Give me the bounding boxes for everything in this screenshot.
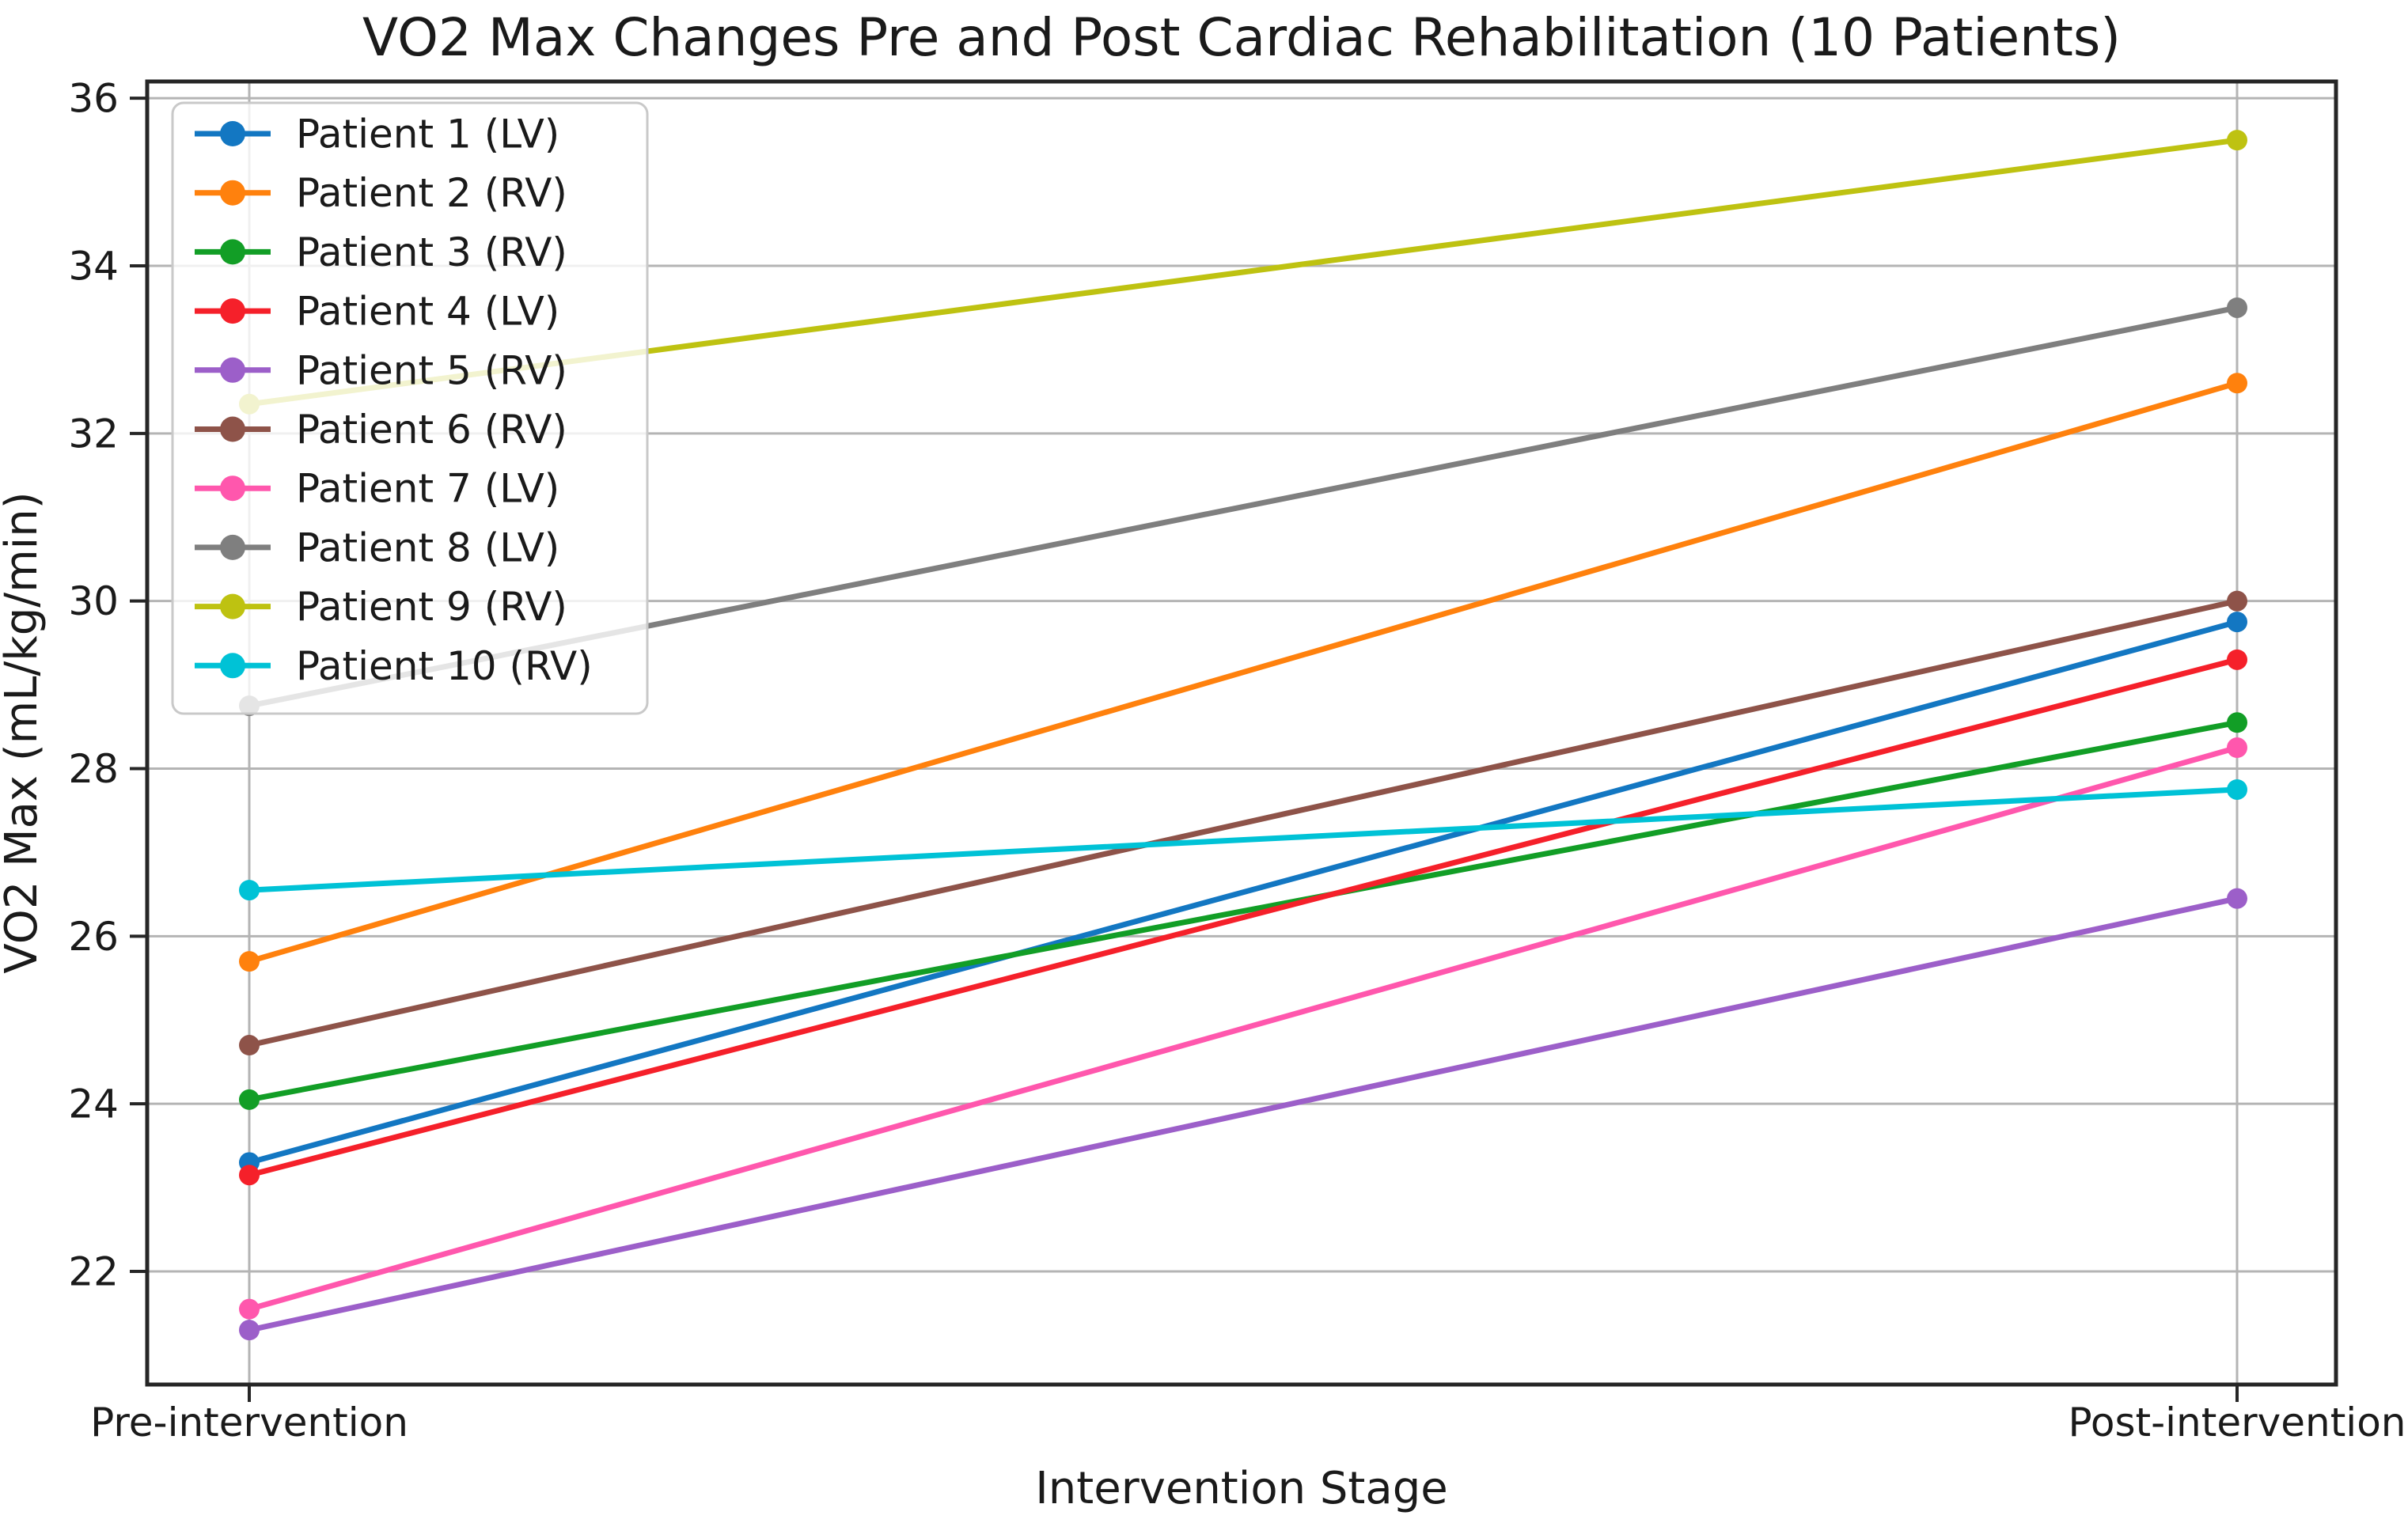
y-tick-label: 22 xyxy=(68,1249,119,1295)
data-point xyxy=(2227,888,2247,909)
chart-title: VO2 Max Changes Pre and Post Cardiac Reh… xyxy=(362,7,2121,68)
y-tick-label: 32 xyxy=(68,411,119,457)
data-point xyxy=(2227,297,2247,318)
legend-entry: Patient 9 (RV) xyxy=(195,584,567,630)
legend-entry: Patient 10 (RV) xyxy=(195,643,593,689)
legend-label: Patient 2 (RV) xyxy=(296,170,567,216)
series-line xyxy=(248,719,2238,1103)
legend-entry: Patient 6 (RV) xyxy=(195,407,567,453)
y-tick-label: 26 xyxy=(68,914,119,960)
legend-label: Patient 1 (LV) xyxy=(296,112,559,157)
series-4 xyxy=(239,649,2247,1186)
series-line xyxy=(248,598,2238,1048)
legend-label: Patient 3 (RV) xyxy=(296,229,567,275)
legend-marker xyxy=(220,593,245,619)
legend-label: Patient 7 (LV) xyxy=(296,466,559,512)
legend-marker xyxy=(220,534,245,560)
data-point xyxy=(2227,649,2247,670)
data-point xyxy=(239,880,260,901)
data-point xyxy=(2227,130,2247,151)
series-6 xyxy=(239,590,2247,1056)
series-line xyxy=(248,619,2238,1165)
y-tick-label: 24 xyxy=(68,1082,119,1127)
legend-marker xyxy=(220,416,245,442)
data-point xyxy=(239,1320,260,1341)
legend-entry: Patient 5 (RV) xyxy=(195,347,567,393)
legend-marker xyxy=(220,121,245,146)
series-10 xyxy=(239,779,2247,901)
legend-label: Patient 4 (LV) xyxy=(296,289,559,335)
y-axis-label: VO2 Max (mL/kg/min) xyxy=(0,491,47,973)
series-2 xyxy=(239,373,2247,972)
legend-label: Patient 9 (RV) xyxy=(296,584,567,630)
legend: Patient 1 (LV) Patient 2 (RV) Patient 3 (R… xyxy=(171,101,649,715)
data-point xyxy=(239,1089,260,1110)
series-line xyxy=(248,744,2238,1313)
data-point xyxy=(2227,373,2247,394)
x-axis-label: Intervention Stage xyxy=(1035,1463,1447,1514)
y-tick-label: 36 xyxy=(68,76,119,122)
data-point xyxy=(239,1165,260,1186)
legend-entry: Patient 7 (LV) xyxy=(195,466,559,512)
data-point xyxy=(239,951,260,972)
legend-marker xyxy=(220,475,245,502)
series-line xyxy=(248,896,2238,1333)
series-line xyxy=(248,786,2238,893)
data-point xyxy=(2227,712,2247,733)
legend-entry: Patient 1 (LV) xyxy=(195,112,559,157)
series-3 xyxy=(239,712,2247,1110)
series-7 xyxy=(239,737,2247,1320)
data-point xyxy=(2227,612,2247,633)
legend-label: Patient 10 (RV) xyxy=(296,643,593,689)
legend-marker xyxy=(220,298,245,324)
y-tick-label: 28 xyxy=(68,746,119,792)
y-tick-label: 34 xyxy=(68,244,119,290)
legend-entry: Patient 3 (RV) xyxy=(195,229,567,275)
x-tick-label: Post-intervention xyxy=(2069,1400,2406,1445)
data-point xyxy=(2227,737,2247,759)
legend-marker xyxy=(220,357,245,383)
y-tick-label: 30 xyxy=(68,578,119,624)
legend-box xyxy=(171,101,649,715)
x-tick-label: Pre-intervention xyxy=(90,1400,408,1445)
series-line xyxy=(248,657,2238,1178)
series-line xyxy=(248,380,2238,964)
legend-marker xyxy=(220,653,245,679)
legend-label: Patient 6 (RV) xyxy=(296,407,567,453)
data-point xyxy=(2227,590,2247,612)
data-point xyxy=(239,1035,260,1056)
legend-entry: Patient 2 (RV) xyxy=(195,170,567,216)
legend-entry: Patient 8 (LV) xyxy=(195,525,559,570)
legend-label: Patient 8 (LV) xyxy=(296,525,559,570)
axes-frame xyxy=(145,79,2338,1387)
data-point xyxy=(2227,779,2247,800)
legend-marker xyxy=(220,239,245,265)
legend-marker xyxy=(220,180,245,206)
series-5 xyxy=(239,888,2247,1341)
data-point xyxy=(239,1298,260,1320)
legend-entry: Patient 4 (LV) xyxy=(195,289,559,335)
legend-label: Patient 5 (RV) xyxy=(296,347,567,393)
axes-layer: 22 24 26 28 30 32 34 36 Pre-intervention Post-int… xyxy=(68,76,2406,1445)
